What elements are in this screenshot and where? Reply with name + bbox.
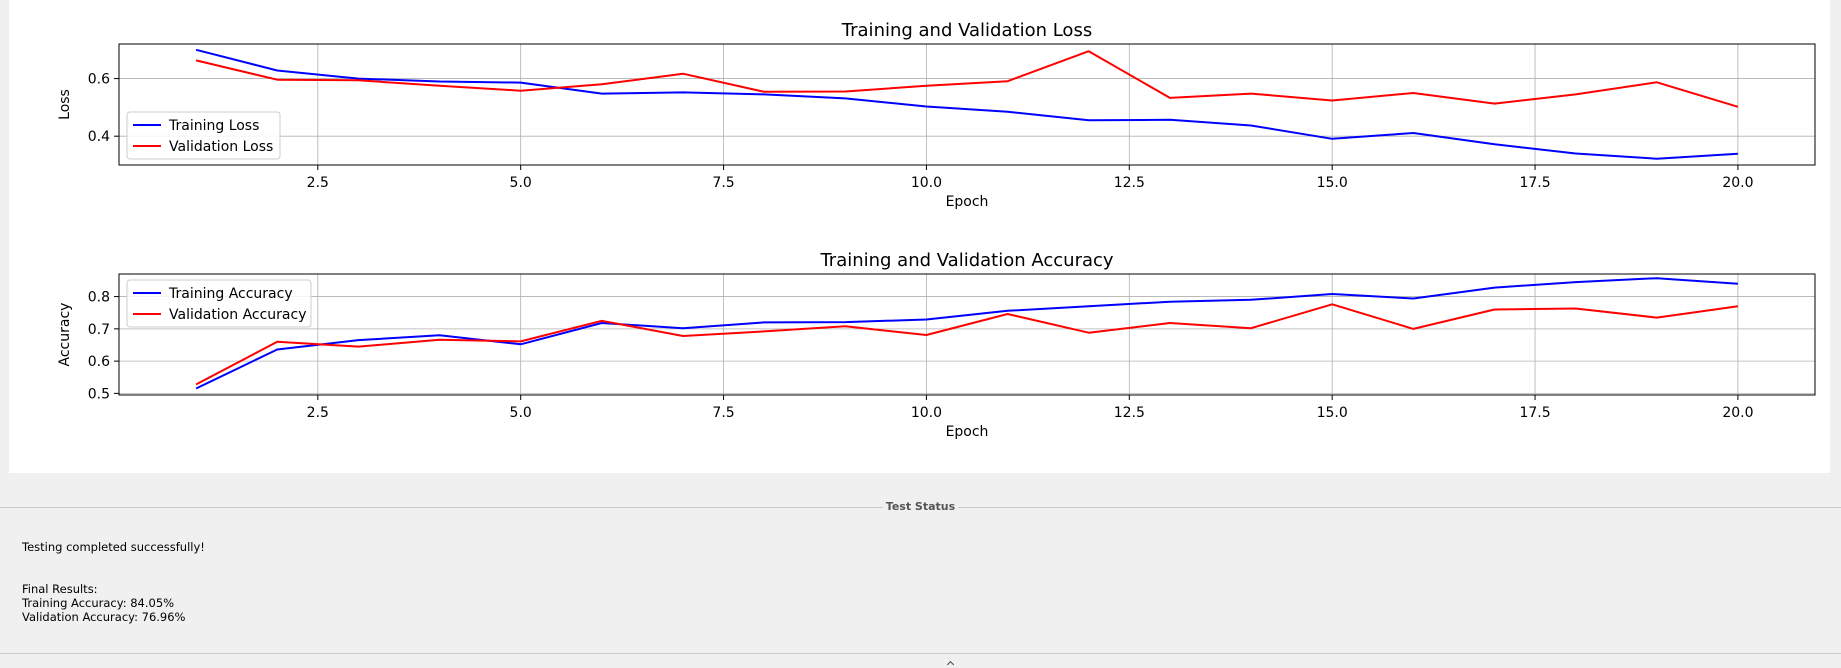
- plot-canvas: 2.5 5.0 7.5 10.0 12.5 15.0 17.5 20.0 0.4 0.6 Train…: [9, 0, 1830, 473]
- legend-entry: Training Loss: [168, 118, 259, 134]
- y-tick-label: 0.4: [88, 129, 110, 145]
- x-tick-label: 2.5: [307, 405, 329, 421]
- legend-box: [126, 111, 281, 160]
- x-tick-label: 2.5: [307, 175, 329, 191]
- chart-loss: 2.5 5.0 7.5 10.0 12.5 15.0 17.5 20.0 0.4 0.6 Train…: [57, 20, 1816, 210]
- collapse-chevron-icon[interactable]: [946, 660, 955, 668]
- x-tick-label: 20.0: [1722, 175, 1753, 191]
- series-line-training-loss: [195, 48, 1738, 160]
- x-tick-label: 7.5: [712, 175, 734, 191]
- test-status-group: Test Status Testing completed successful…: [0, 500, 1841, 654]
- x-tick-label: 12.5: [1114, 405, 1145, 421]
- legend-box: [126, 279, 312, 328]
- x-axis-label: Epoch: [946, 424, 989, 440]
- axes-frame: [118, 43, 1816, 166]
- chart-accuracy: 2.5 5.0 7.5 10.0 12.5 15.0 17.5 20.0 0.5 0.6 0.7 0.…: [57, 250, 1816, 440]
- x-axis-label: Epoch: [946, 194, 989, 210]
- x-tick-label: 5.0: [510, 175, 532, 191]
- y-tick-label: 0.7: [88, 322, 110, 338]
- axes-frame: [118, 273, 1816, 396]
- y-tick-label: 0.5: [88, 386, 110, 402]
- y-axis-label: Loss: [57, 89, 73, 120]
- chart-title: Training and Validation Accuracy: [819, 250, 1113, 271]
- y-tick-label: 0.8: [88, 290, 110, 306]
- plots-figure: 2.5 5.0 7.5 10.0 12.5 15.0 17.5 20.0 0.4 0.6 Train…: [57, 20, 1816, 440]
- x-tick-label: 5.0: [510, 405, 532, 421]
- series-line-training-accuracy: [195, 277, 1738, 390]
- legend: Training Loss Validation Loss: [126, 111, 281, 160]
- legend-entry: Training Accuracy: [168, 286, 293, 302]
- x-tick-label: 15.0: [1317, 405, 1348, 421]
- x-tick-label: 10.0: [911, 405, 942, 421]
- x-tick-label: 7.5: [712, 405, 734, 421]
- test-status-title: Test Status: [0, 500, 1841, 513]
- y-tick-label: 0.6: [88, 354, 110, 370]
- x-tick-label: 17.5: [1519, 175, 1550, 191]
- series-line-validation-accuracy: [195, 303, 1739, 386]
- legend-entry: Validation Accuracy: [169, 307, 307, 323]
- x-tick-label: 17.5: [1519, 405, 1550, 421]
- legend-entry: Validation Loss: [169, 139, 273, 155]
- series-line-validation-loss: [195, 50, 1739, 108]
- test-status-text: Testing completed successfully! Final Re…: [22, 540, 205, 624]
- x-tick-label: 12.5: [1114, 175, 1145, 191]
- test-status-title-text: Test Status: [882, 500, 959, 513]
- legend: Training Accuracy Validation Accuracy: [126, 279, 312, 328]
- x-tick-label: 20.0: [1722, 405, 1753, 421]
- chart-title: Training and Validation Loss: [841, 20, 1092, 41]
- x-tick-label: 10.0: [911, 175, 942, 191]
- y-axis-label: Accuracy: [57, 303, 73, 367]
- y-tick-label: 0.6: [88, 72, 110, 88]
- x-tick-label: 15.0: [1317, 175, 1348, 191]
